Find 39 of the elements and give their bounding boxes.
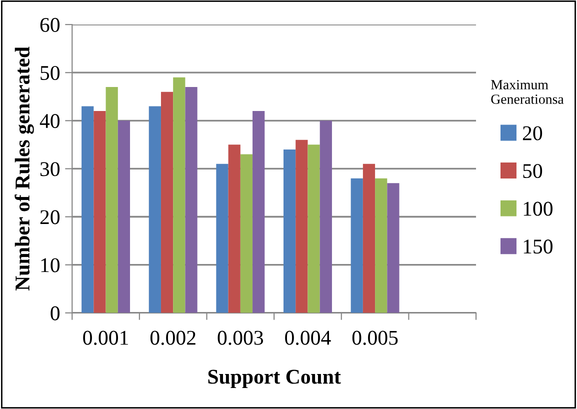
legend-label: 20: [522, 126, 542, 140]
bar: [173, 77, 186, 313]
bar: [216, 164, 228, 313]
bar: [82, 106, 94, 313]
bar: [320, 120, 332, 313]
bar: [118, 120, 130, 313]
y-axis-title: Number of Rules generated: [14, 46, 34, 291]
legend-label: 150: [524, 240, 552, 254]
legend-title: Maximum Generationsa: [491, 80, 564, 104]
y-tick-label: 10: [41, 258, 60, 272]
x-tick-label: 0.002: [150, 330, 196, 345]
bar: [160, 92, 174, 313]
bar: [240, 154, 253, 313]
x-tick-label: 0.001: [83, 330, 128, 345]
y-tick-label: 20: [40, 210, 60, 224]
bar: [375, 178, 388, 313]
bar: [387, 183, 400, 313]
bar: [185, 87, 198, 313]
legend-label: 100: [524, 202, 552, 216]
bar: [296, 140, 308, 313]
bar: [284, 149, 296, 313]
bar: [94, 111, 106, 313]
x-tick-label: 0.003: [218, 330, 264, 345]
bar: [106, 87, 118, 313]
x-axis-title: Support Count: [208, 370, 341, 388]
legend-label: 50: [523, 164, 542, 178]
bar: [252, 111, 265, 313]
y-tick-label: 50: [40, 66, 60, 80]
bar: [148, 106, 161, 313]
y-tick-label: 60: [40, 18, 60, 32]
y-tick-label: 30: [40, 162, 60, 176]
bar: [228, 144, 240, 313]
y-tick-label: 0: [50, 306, 60, 320]
x-tick-label: 0.004: [285, 330, 331, 345]
x-tick-label: 0.005: [352, 330, 398, 345]
y-tick-label: 40: [40, 114, 60, 128]
bar: [362, 164, 376, 313]
bar: [350, 178, 363, 313]
bar: [308, 144, 320, 313]
